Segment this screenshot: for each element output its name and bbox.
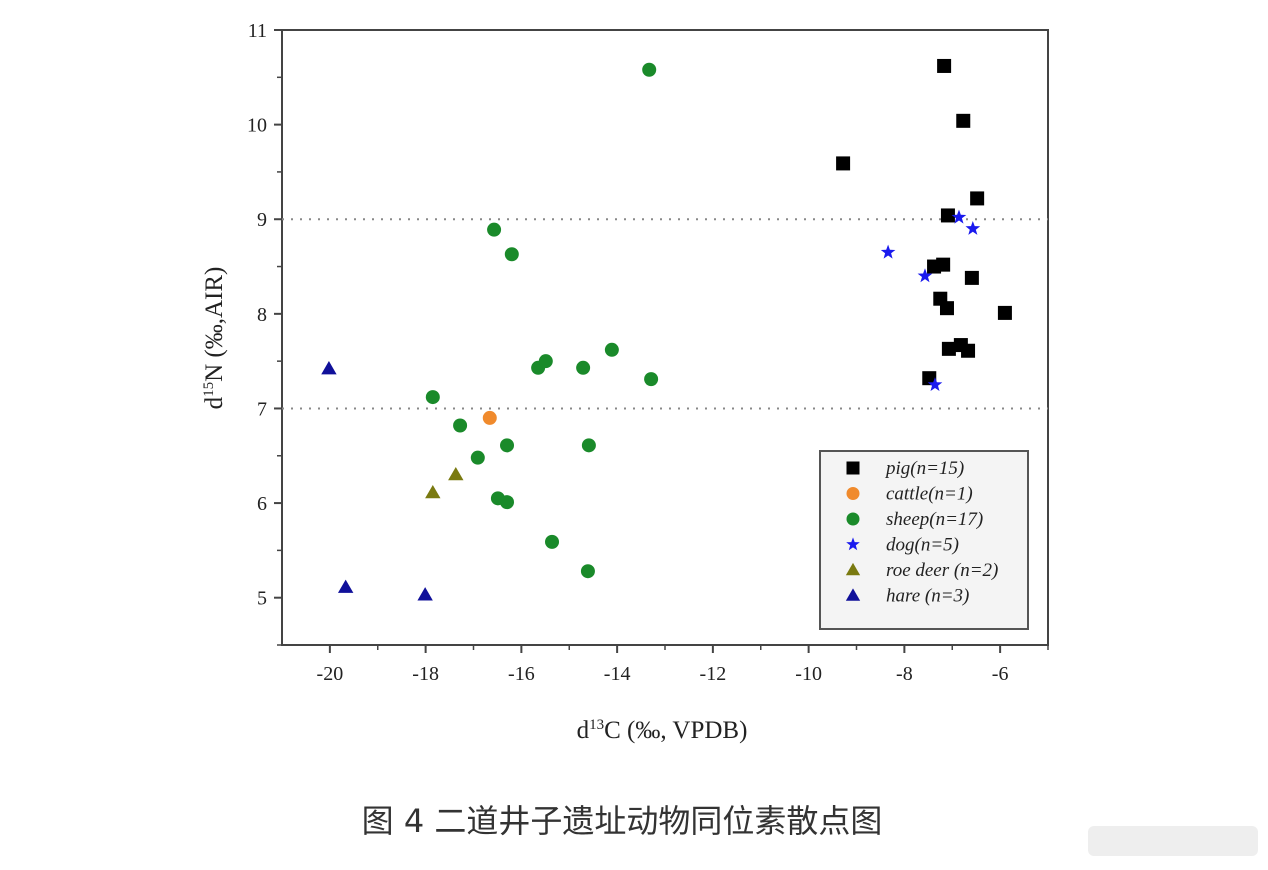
point-pig bbox=[937, 58, 952, 73]
legend: pig(n=15) cattle(n=1) sheep(n=17) dog(n=5) r… bbox=[819, 450, 1029, 630]
legend-label-cattle: cattle(n=1) bbox=[886, 484, 973, 505]
point-hare bbox=[321, 361, 337, 375]
point-sheep bbox=[644, 372, 659, 387]
point-pig bbox=[939, 301, 954, 316]
x-tick-label: -8 bbox=[896, 663, 913, 685]
point-pig bbox=[964, 270, 979, 285]
point-pig bbox=[941, 341, 956, 356]
point-sheep bbox=[642, 62, 657, 77]
point-dog bbox=[951, 209, 967, 224]
point-hare bbox=[417, 587, 433, 601]
x-tick-label: -14 bbox=[604, 663, 631, 685]
point-pig bbox=[970, 191, 985, 206]
point-sheep bbox=[581, 438, 596, 453]
x-tick-label: -10 bbox=[795, 663, 822, 685]
point-sheep bbox=[500, 495, 515, 510]
point-sheep bbox=[576, 360, 591, 375]
point-dog bbox=[965, 221, 981, 235]
legend-marker-hare bbox=[845, 588, 861, 601]
legend-marker-roe-deer bbox=[845, 562, 861, 576]
point-sheep bbox=[470, 450, 485, 465]
point-sheep bbox=[453, 418, 468, 433]
x-axis-label: d13C (‰, VPDB) bbox=[577, 717, 748, 744]
legend-label-hare: hare (n=3) bbox=[886, 586, 969, 607]
y-tick-label: 7 bbox=[257, 398, 267, 420]
legend-label-sheep: sheep(n=17) bbox=[886, 509, 983, 530]
point-pig bbox=[922, 371, 937, 386]
point-pig bbox=[997, 305, 1012, 320]
y-axis-label: d15N (‰,AIR) bbox=[201, 267, 228, 410]
y-tick-label: 6 bbox=[257, 493, 267, 515]
point-roe-deer bbox=[448, 466, 464, 481]
legend-label-dog: dog(n=5) bbox=[886, 535, 959, 556]
point-pig bbox=[940, 208, 955, 223]
data-points bbox=[321, 58, 1012, 601]
point-sheep bbox=[545, 534, 560, 549]
point-pig bbox=[961, 343, 976, 358]
point-pig bbox=[956, 113, 971, 128]
point-sheep bbox=[500, 438, 515, 453]
point-sheep bbox=[580, 564, 595, 579]
point-sheep bbox=[504, 247, 519, 262]
legend-label-roe-deer: roe deer (n=2) bbox=[886, 560, 998, 581]
point-dog bbox=[917, 268, 933, 283]
point-cattle bbox=[482, 410, 497, 425]
legend-label-pig: pig(n=15) bbox=[884, 458, 964, 479]
point-sheep bbox=[425, 390, 440, 405]
point-hare bbox=[337, 579, 354, 593]
legend-marker-dog bbox=[846, 537, 860, 551]
point-dog bbox=[880, 244, 896, 259]
y-tick-label: 9 bbox=[257, 209, 267, 231]
x-tick-label: -6 bbox=[992, 663, 1009, 685]
x-tick-label: -18 bbox=[412, 663, 439, 685]
point-sheep bbox=[604, 342, 619, 357]
point-pig bbox=[836, 156, 851, 171]
figure-caption: 图 4 二道井子遗址动物同位素散点图 bbox=[362, 802, 883, 840]
x-tick-label: -20 bbox=[317, 663, 344, 685]
x-tick-label: -12 bbox=[700, 663, 727, 685]
point-roe-deer bbox=[425, 484, 441, 499]
x-tick-label: -16 bbox=[508, 663, 535, 685]
y-tick-label: 8 bbox=[257, 304, 267, 326]
reference-lines bbox=[282, 218, 1048, 410]
y-tick-label: 11 bbox=[248, 20, 267, 42]
y-tick-label: 5 bbox=[257, 588, 267, 610]
y-tick-label: 10 bbox=[247, 115, 267, 137]
y-axis-ticks: 5 6 7 8 9 10 11 bbox=[247, 20, 282, 646]
legend-marker-sheep bbox=[846, 512, 860, 526]
point-pig bbox=[936, 257, 951, 272]
point-dog bbox=[927, 377, 943, 391]
legend-marker-cattle bbox=[846, 487, 860, 500]
point-sheep bbox=[538, 354, 553, 369]
x-axis-ticks: -20 -18 -16 -14 -12 -10 -8 -6 bbox=[317, 645, 1049, 685]
watermark-logo bbox=[1088, 826, 1258, 856]
point-sheep bbox=[487, 222, 502, 237]
legend-marker-pig bbox=[846, 461, 860, 475]
